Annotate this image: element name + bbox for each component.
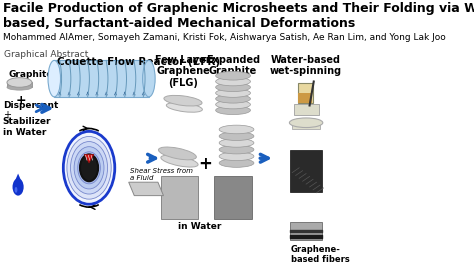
Ellipse shape — [216, 72, 250, 80]
Ellipse shape — [290, 118, 323, 127]
Text: Expanded
Graphite
(EG): Expanded Graphite (EG) — [206, 55, 260, 88]
Text: Graphical Abstract: Graphical Abstract — [4, 50, 89, 59]
Ellipse shape — [7, 84, 32, 90]
Text: Dispersant: Dispersant — [3, 101, 58, 110]
FancyBboxPatch shape — [290, 222, 322, 240]
Ellipse shape — [78, 152, 100, 184]
Polygon shape — [129, 182, 164, 196]
Text: +: + — [198, 155, 212, 173]
Ellipse shape — [164, 95, 202, 106]
Ellipse shape — [64, 131, 115, 204]
Ellipse shape — [216, 77, 250, 86]
FancyBboxPatch shape — [292, 122, 320, 130]
Text: +: + — [3, 110, 11, 120]
Polygon shape — [84, 154, 94, 163]
FancyBboxPatch shape — [7, 82, 32, 87]
FancyBboxPatch shape — [161, 176, 198, 219]
Text: Couette Flow Reactor (CFR): Couette Flow Reactor (CFR) — [57, 57, 220, 66]
Ellipse shape — [216, 106, 250, 115]
Text: Water-based
wet-spinning: Water-based wet-spinning — [270, 55, 342, 76]
Ellipse shape — [67, 136, 111, 199]
Ellipse shape — [219, 145, 254, 154]
Ellipse shape — [48, 60, 61, 97]
Text: +: + — [15, 94, 26, 107]
Ellipse shape — [219, 132, 254, 140]
Ellipse shape — [158, 147, 196, 160]
Ellipse shape — [216, 89, 250, 97]
FancyBboxPatch shape — [293, 103, 319, 115]
Ellipse shape — [219, 139, 254, 147]
Text: in Water: in Water — [3, 128, 46, 138]
FancyBboxPatch shape — [298, 84, 313, 103]
Ellipse shape — [216, 94, 250, 103]
FancyBboxPatch shape — [54, 60, 149, 97]
Ellipse shape — [143, 60, 155, 97]
Ellipse shape — [216, 100, 250, 109]
Ellipse shape — [166, 103, 202, 112]
Text: in Water: in Water — [178, 222, 221, 231]
FancyBboxPatch shape — [214, 176, 252, 219]
Ellipse shape — [161, 155, 198, 167]
Ellipse shape — [219, 152, 254, 161]
Ellipse shape — [219, 159, 254, 167]
Text: Stabilizer: Stabilizer — [3, 117, 51, 126]
Text: Graphite: Graphite — [9, 70, 53, 79]
Polygon shape — [14, 173, 22, 183]
Ellipse shape — [12, 178, 24, 196]
Text: Shear Stress from
a Fluid: Shear Stress from a Fluid — [130, 168, 193, 181]
FancyBboxPatch shape — [290, 149, 322, 192]
Ellipse shape — [80, 154, 98, 181]
Ellipse shape — [219, 125, 254, 134]
Ellipse shape — [15, 187, 18, 193]
Ellipse shape — [216, 83, 250, 92]
Ellipse shape — [71, 142, 108, 194]
Text: Mohammed AlAmer, Somayeh Zamani, Kristi Fok, Aishwarya Satish, Ae Ran Lim, and Y: Mohammed AlAmer, Somayeh Zamani, Kristi … — [3, 33, 446, 41]
Text: Few Layer
Graphene
(FLG): Few Layer Graphene (FLG) — [155, 55, 211, 88]
Ellipse shape — [7, 78, 32, 87]
Text: Facile Production of Graphenic Microsheets and Their Folding via Water-
based, S: Facile Production of Graphenic Microshee… — [3, 2, 474, 30]
Ellipse shape — [74, 147, 104, 189]
Text: Graphene-
based fibers: Graphene- based fibers — [291, 244, 349, 264]
FancyBboxPatch shape — [299, 93, 312, 103]
